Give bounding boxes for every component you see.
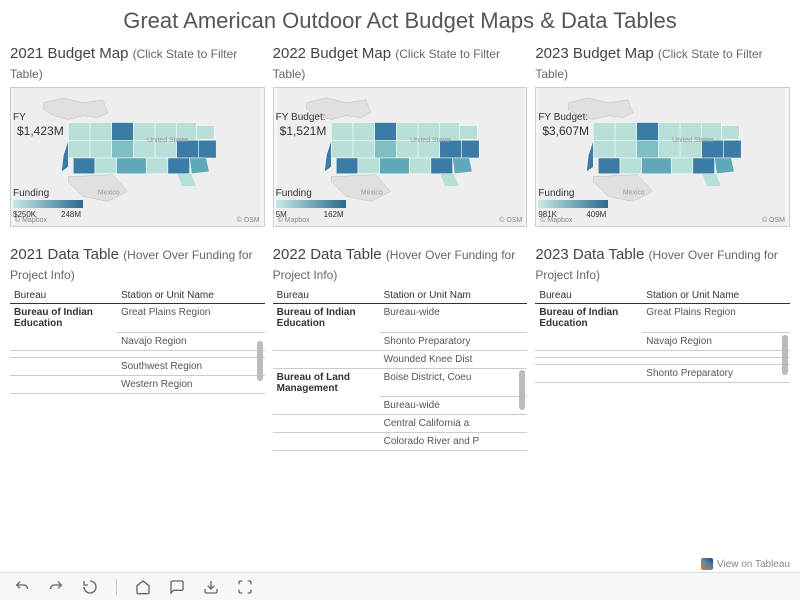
fy-label: FY Budget: bbox=[538, 112, 588, 123]
legend-max: 248M bbox=[61, 210, 81, 219]
legend-gradient bbox=[276, 200, 346, 208]
table-row[interactable]: Bureau of Indian EducationGreat Plains R… bbox=[535, 304, 790, 333]
legend-gradient bbox=[13, 200, 83, 208]
toolbar-separator bbox=[116, 579, 117, 595]
data-table: BureauStation or Unit Nam Bureau of Indi… bbox=[273, 288, 528, 451]
revert-icon[interactable] bbox=[82, 579, 98, 595]
attribution-mapbox: © Mapbox bbox=[540, 217, 572, 224]
legend-max: 409M bbox=[586, 210, 606, 219]
map-label-us: United States bbox=[673, 137, 715, 144]
map-title: 2021 Budget Map (Click State to Filter T… bbox=[10, 44, 265, 83]
map-2021[interactable]: United States Mexico FY $1,423M Funding … bbox=[10, 87, 265, 227]
col-bureau: Bureau bbox=[273, 288, 380, 304]
table-title: 2023 Data Table (Hover Over Funding for … bbox=[535, 245, 790, 284]
table-panel-0: 2021 Data Table (Hover Over Funding for … bbox=[10, 245, 265, 451]
legend-gradient bbox=[538, 200, 608, 208]
attribution-mapbox: © Mapbox bbox=[278, 217, 310, 224]
table-grid: 2021 Data Table (Hover Over Funding for … bbox=[0, 233, 800, 451]
table-row[interactable]: Western Region bbox=[10, 375, 265, 393]
legend-max: 162M bbox=[324, 210, 344, 219]
view-on-tableau-link[interactable]: View on Tableau bbox=[701, 558, 790, 570]
table-row[interactable] bbox=[10, 350, 265, 357]
fy-value: $3,607M bbox=[542, 124, 589, 138]
col-bureau: Bureau bbox=[535, 288, 642, 304]
table-row[interactable] bbox=[535, 350, 790, 357]
map-label-mx: Mexico bbox=[361, 189, 383, 196]
fy-value: $1,521M bbox=[280, 124, 327, 138]
data-table: BureauStation or Unit Name Bureau of Ind… bbox=[535, 288, 790, 383]
legend-label: Funding bbox=[538, 188, 574, 199]
table-row[interactable] bbox=[535, 357, 790, 364]
table-title: 2021 Data Table (Hover Over Funding for … bbox=[10, 245, 265, 284]
col-bureau: Bureau bbox=[10, 288, 117, 304]
table-row[interactable]: Southwest Region bbox=[10, 357, 265, 375]
map-label-us: United States bbox=[147, 137, 189, 144]
col-station: Station or Unit Name bbox=[117, 288, 265, 304]
attribution-mapbox: © Mapbox bbox=[15, 217, 47, 224]
map-title: 2023 Budget Map (Click State to Filter T… bbox=[535, 44, 790, 83]
map-grid: 2021 Budget Map (Click State to Filter T… bbox=[0, 44, 800, 227]
fy-label: FY bbox=[13, 112, 26, 123]
table-title: 2022 Data Table (Hover Over Funding for … bbox=[273, 245, 528, 284]
redo-icon[interactable] bbox=[48, 579, 64, 595]
table-row[interactable]: Bureau of Indian EducationGreat Plains R… bbox=[10, 304, 265, 333]
page-title: Great American Outdoor Act Budget Maps &… bbox=[0, 0, 800, 44]
table-panel-1: 2022 Data Table (Hover Over Funding for … bbox=[273, 245, 528, 451]
map-title: 2022 Budget Map (Click State to Filter T… bbox=[273, 44, 528, 83]
fy-label: FY Budget: bbox=[276, 112, 326, 123]
map-label-mx: Mexico bbox=[623, 189, 645, 196]
table-panel-2: 2023 Data Table (Hover Over Funding for … bbox=[535, 245, 790, 451]
table-row[interactable]: Navajo Region bbox=[10, 332, 265, 350]
map-2022[interactable]: United States Mexico FY Budget: $1,521M … bbox=[273, 87, 528, 227]
attribution-osm: © OSM bbox=[762, 217, 785, 224]
table-row[interactable]: Bureau-wide bbox=[273, 397, 528, 415]
map-label-mx: Mexico bbox=[98, 189, 120, 196]
table-row[interactable]: Shonto Preparatory bbox=[273, 332, 528, 350]
legend-label: Funding bbox=[13, 188, 49, 199]
map-label-us: United States bbox=[410, 137, 452, 144]
map-panel-2021: 2021 Budget Map (Click State to Filter T… bbox=[10, 44, 265, 227]
col-station: Station or Unit Name bbox=[642, 288, 790, 304]
table-row[interactable]: Central California a bbox=[273, 415, 528, 433]
undo-icon[interactable] bbox=[14, 579, 30, 595]
scrollbar[interactable] bbox=[519, 370, 525, 410]
legend-label: Funding bbox=[276, 188, 312, 199]
download-icon[interactable] bbox=[203, 579, 219, 595]
map-2023[interactable]: United States Mexico FY Budget: $3,607M … bbox=[535, 87, 790, 227]
table-row[interactable]: Bureau of Land ManagementBoise District,… bbox=[273, 368, 528, 397]
table-row[interactable]: Colorado River and P bbox=[273, 433, 528, 451]
map-panel-2022: 2022 Budget Map (Click State to Filter T… bbox=[273, 44, 528, 227]
fullscreen-icon[interactable] bbox=[237, 579, 253, 595]
table-row[interactable]: Shonto Preparatory bbox=[535, 364, 790, 382]
fy-value: $1,423M bbox=[17, 124, 64, 138]
table-row[interactable]: Bureau of Indian EducationBureau-wide bbox=[273, 304, 528, 333]
toolbar bbox=[0, 572, 800, 600]
attribution-osm: © OSM bbox=[499, 217, 522, 224]
comment-icon[interactable] bbox=[169, 579, 185, 595]
home-icon[interactable] bbox=[135, 579, 151, 595]
map-panel-2023: 2023 Budget Map (Click State to Filter T… bbox=[535, 44, 790, 227]
attribution-osm: © OSM bbox=[237, 217, 260, 224]
col-station: Station or Unit Nam bbox=[380, 288, 528, 304]
scrollbar[interactable] bbox=[257, 341, 263, 381]
table-row[interactable]: Navajo Region bbox=[535, 332, 790, 350]
data-table: BureauStation or Unit Name Bureau of Ind… bbox=[10, 288, 265, 394]
scrollbar[interactable] bbox=[782, 335, 788, 375]
table-row[interactable]: Wounded Knee Dist bbox=[273, 350, 528, 368]
